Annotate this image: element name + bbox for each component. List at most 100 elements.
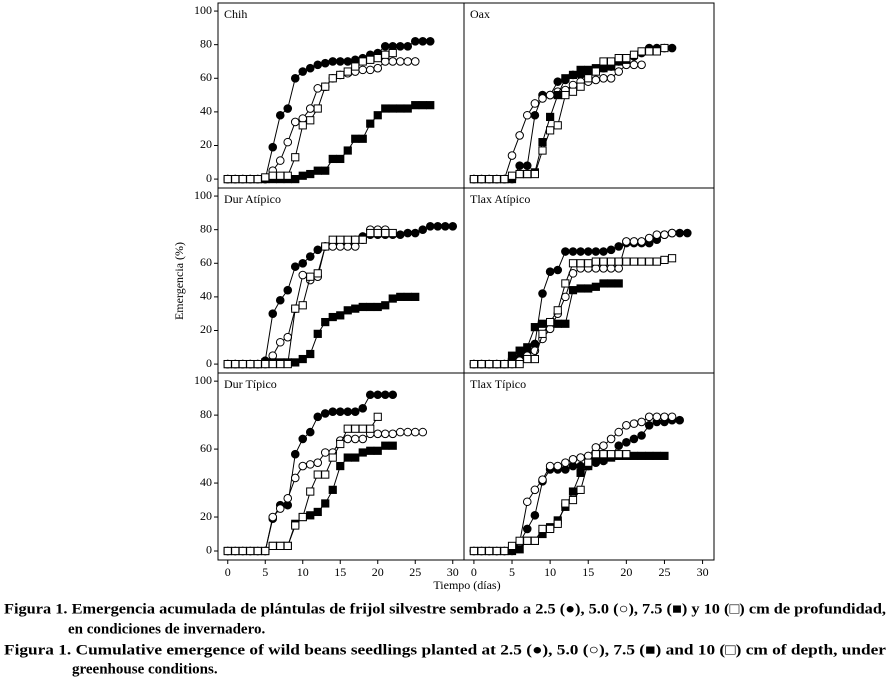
y-tick-label: 80 <box>200 221 212 235</box>
marker <box>268 359 277 369</box>
marker <box>576 453 585 462</box>
marker <box>350 407 360 417</box>
marker <box>629 50 639 59</box>
marker <box>238 359 247 369</box>
marker <box>477 174 486 184</box>
marker <box>246 546 255 556</box>
y-tick-label: 20 <box>200 322 212 336</box>
marker <box>336 70 345 80</box>
marker <box>306 169 315 179</box>
marker <box>660 451 669 460</box>
panel-title: Dur Atípico <box>224 192 281 206</box>
marker <box>644 233 654 243</box>
marker <box>606 434 616 444</box>
marker <box>591 282 600 291</box>
series-line <box>227 394 393 552</box>
marker <box>380 429 390 439</box>
marker <box>388 441 397 450</box>
marker <box>396 292 405 301</box>
marker <box>350 434 360 444</box>
marker <box>358 434 368 444</box>
marker <box>321 166 330 175</box>
marker <box>366 446 375 455</box>
marker <box>538 475 547 484</box>
marker <box>644 421 654 430</box>
marker <box>440 222 450 231</box>
marker <box>637 47 646 56</box>
marker <box>584 458 593 467</box>
marker <box>290 73 300 83</box>
marker <box>538 94 547 103</box>
marker <box>530 169 539 179</box>
marker <box>298 354 307 364</box>
marker <box>599 247 608 256</box>
marker <box>388 57 398 66</box>
marker <box>336 439 345 449</box>
marker <box>614 441 624 450</box>
marker <box>530 110 540 120</box>
marker <box>343 57 353 66</box>
marker <box>576 468 585 477</box>
marker <box>667 43 677 53</box>
marker <box>660 412 669 422</box>
marker <box>523 354 532 364</box>
marker <box>351 304 360 313</box>
marker <box>306 349 315 359</box>
marker <box>403 228 413 238</box>
marker <box>629 60 639 70</box>
marker <box>553 77 563 86</box>
y-tick-label: 0 <box>206 356 212 370</box>
marker <box>343 407 353 417</box>
marker <box>343 67 352 76</box>
marker <box>576 259 585 268</box>
marker <box>268 512 278 522</box>
marker <box>321 82 330 91</box>
y-tick-label: 60 <box>200 255 212 269</box>
marker <box>425 37 435 46</box>
marker <box>622 54 631 63</box>
marker <box>523 536 532 545</box>
marker <box>373 111 382 120</box>
marker <box>637 431 646 440</box>
marker <box>515 169 524 179</box>
marker <box>328 485 337 494</box>
marker <box>283 359 292 369</box>
marker <box>253 174 262 184</box>
marker <box>507 171 517 180</box>
marker <box>584 259 593 268</box>
marker <box>306 116 315 125</box>
marker <box>599 450 608 459</box>
marker <box>515 359 524 369</box>
y-tick-label: 40 <box>200 104 212 118</box>
marker <box>343 146 352 155</box>
marker <box>568 286 578 295</box>
marker <box>553 519 562 528</box>
marker <box>591 443 601 452</box>
y-axis-label: Emergencia (%) <box>172 242 186 320</box>
marker <box>553 121 562 130</box>
marker <box>298 434 308 444</box>
marker <box>426 101 435 110</box>
marker <box>291 153 300 162</box>
marker <box>276 171 285 180</box>
panel-title: Dur Típico <box>224 377 277 391</box>
marker <box>492 359 501 369</box>
marker <box>381 104 390 113</box>
marker <box>373 412 382 421</box>
marker <box>395 57 405 66</box>
marker <box>576 247 585 256</box>
marker <box>667 228 677 238</box>
marker <box>321 242 330 251</box>
marker <box>553 90 562 100</box>
marker <box>268 309 278 318</box>
marker <box>328 453 337 462</box>
marker <box>500 546 509 556</box>
marker <box>291 521 300 530</box>
marker <box>223 546 232 556</box>
marker <box>583 451 593 461</box>
marker <box>328 74 337 83</box>
marker <box>410 427 420 437</box>
x-tick-label: 25 <box>658 565 670 579</box>
marker <box>507 359 517 369</box>
marker <box>568 487 578 496</box>
